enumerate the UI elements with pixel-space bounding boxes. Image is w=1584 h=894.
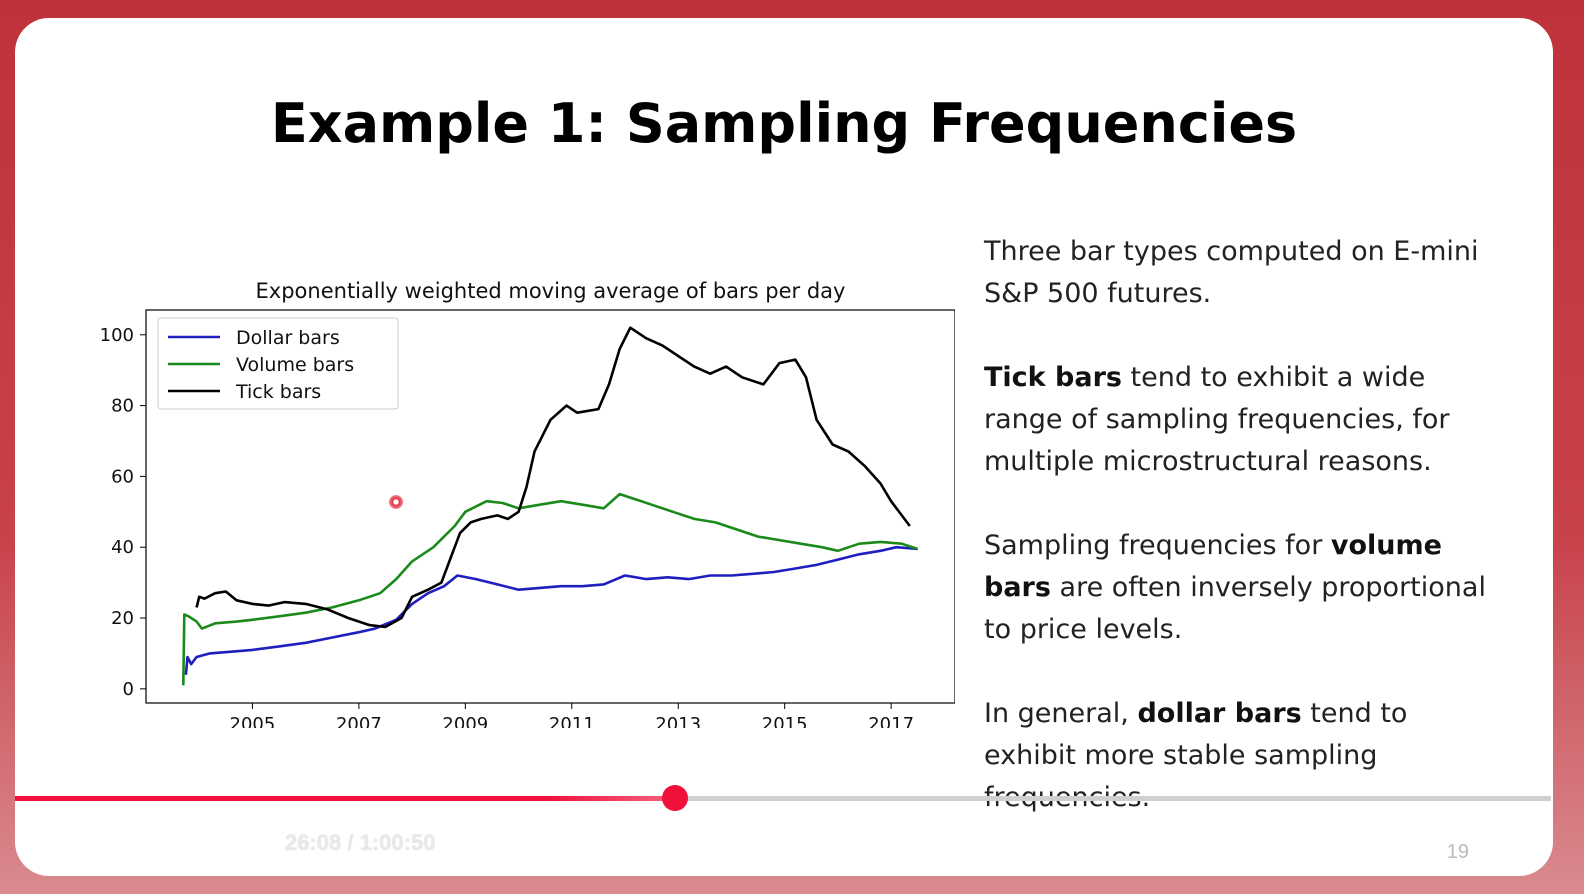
paragraph-intro: Three bar types computed on E-mini S&P 5… bbox=[984, 231, 1504, 315]
bold-text: Tick bars bbox=[984, 362, 1122, 393]
y-tick-label: 60 bbox=[111, 466, 134, 487]
y-tick-label: 40 bbox=[111, 537, 134, 558]
legend-box bbox=[157, 317, 399, 410]
legend-label: Dollar bars bbox=[236, 327, 340, 349]
x-tick-label: 2015 bbox=[762, 714, 808, 728]
series-line-volume-bars bbox=[182, 492, 919, 686]
text-run: tend to exhibit a wide range of sampling… bbox=[984, 362, 1450, 477]
legend-label: Volume bars bbox=[236, 354, 354, 376]
text-run: are often inversely proportional to pric… bbox=[984, 572, 1486, 645]
y-tick-label: 100 bbox=[100, 325, 134, 346]
text-run: Three bar types computed on E-mini S&P 5… bbox=[984, 236, 1479, 309]
bold-text: dollar bars bbox=[1137, 698, 1302, 729]
chart-svg: Exponentially weighted moving average of… bbox=[100, 279, 955, 728]
x-tick-label: 2011 bbox=[549, 714, 595, 728]
video-progress-bar[interactable] bbox=[15, 796, 1551, 801]
slide: Example 1: Sampling Frequencies Exponent… bbox=[15, 18, 1553, 876]
pointer-cursor bbox=[389, 495, 403, 509]
y-tick-label: 0 bbox=[123, 679, 134, 700]
text-run: In general, bbox=[984, 698, 1138, 729]
slide-number: 19 bbox=[1446, 841, 1469, 863]
slide-text: Three bar types computed on E-mini S&P 5… bbox=[984, 231, 1504, 861]
plot-frame bbox=[145, 309, 955, 704]
y-tick-label: 80 bbox=[111, 396, 134, 417]
paragraph-tick-bars: Tick bars tend to exhibit a wide range o… bbox=[984, 357, 1504, 483]
video-progress-played bbox=[15, 796, 676, 801]
x-tick-label: 2013 bbox=[655, 714, 701, 728]
x-tick-label: 2017 bbox=[868, 714, 914, 728]
paragraph-volume-bars: Sampling frequencies for volume bars are… bbox=[984, 525, 1504, 651]
y-tick-label: 20 bbox=[111, 608, 134, 629]
series-line-dollar-bars bbox=[184, 545, 918, 675]
legend-label: Tick bars bbox=[235, 381, 321, 403]
slide-title: Example 1: Sampling Frequencies bbox=[270, 92, 1298, 155]
x-tick-label: 2005 bbox=[230, 714, 276, 728]
series-line-tick-bars bbox=[195, 326, 911, 629]
video-scrubber-handle[interactable] bbox=[662, 785, 689, 811]
chart: Exponentially weighted moving average of… bbox=[55, 248, 955, 728]
x-tick-label: 2007 bbox=[336, 714, 382, 728]
video-time-display: 26:08 / 1:00:50 bbox=[285, 830, 436, 855]
bold-text: volume bars bbox=[984, 530, 1442, 603]
x-tick-label: 2009 bbox=[442, 714, 488, 728]
text-run: Sampling frequencies for bbox=[984, 530, 1331, 561]
chart-title: Exponentially weighted moving average of… bbox=[256, 279, 846, 303]
